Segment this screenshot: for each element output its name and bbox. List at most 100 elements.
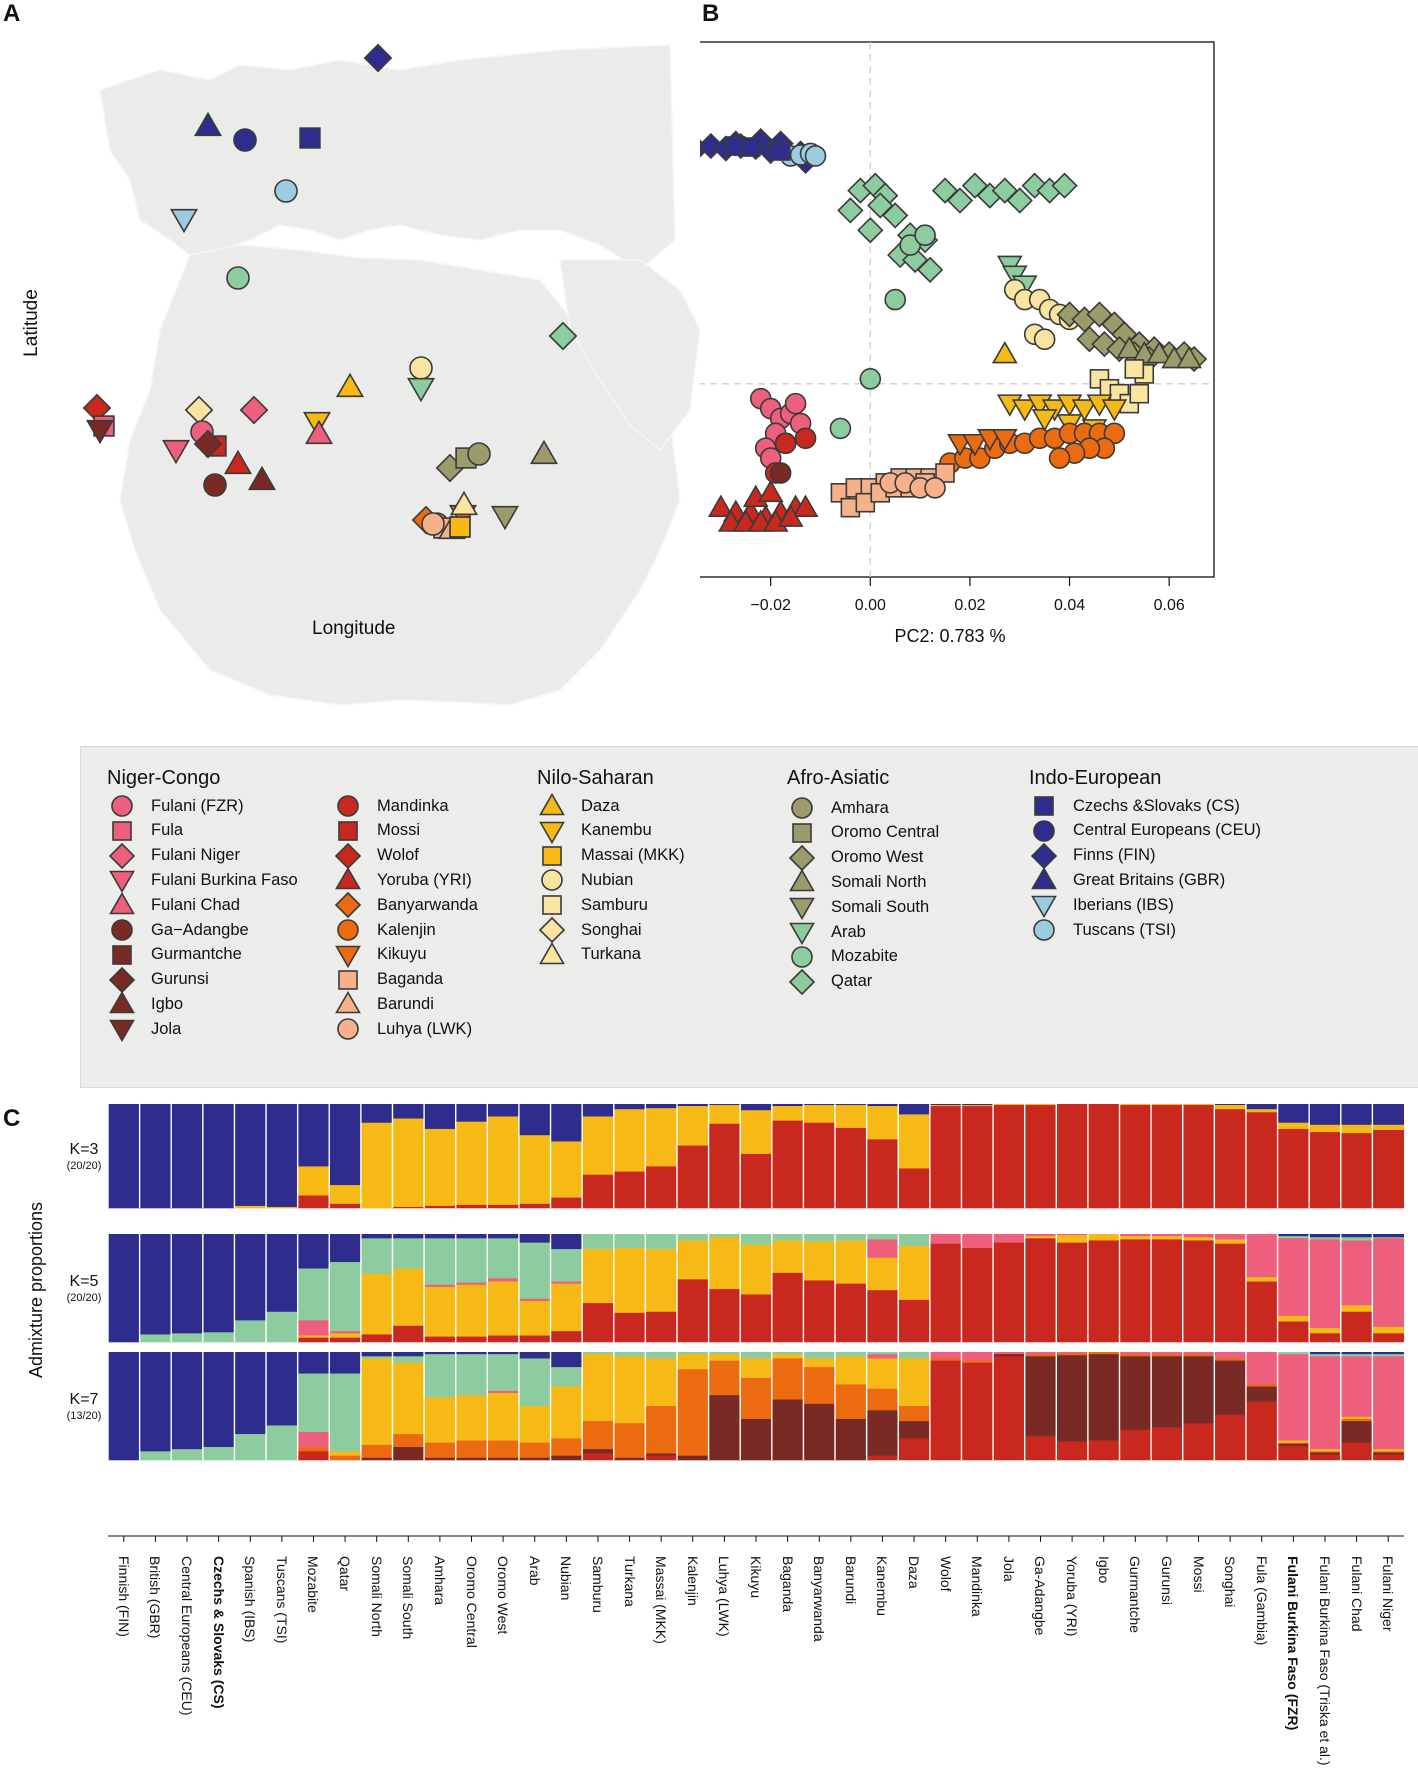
legend-symbol — [539, 792, 565, 816]
legend-label: Fula — [151, 821, 184, 840]
admixture-segment — [1309, 1449, 1341, 1452]
legend-symbol — [112, 820, 132, 841]
pca-point-75 — [1176, 345, 1202, 369]
legend-marker — [539, 792, 565, 816]
admixture-segment — [1340, 1352, 1373, 1355]
admixture-segment — [487, 1234, 519, 1239]
admixture-population-label: Tuscans (TSI) — [273, 1556, 290, 1644]
admixture-segment — [1340, 1421, 1373, 1444]
admixture-segment — [266, 1206, 298, 1209]
pca-chart: −0.020.000.020.040.06−0.020.000.020.040.… — [612, 41, 1215, 646]
admixture-segment — [866, 1352, 899, 1355]
admixture-segment — [1024, 1352, 1057, 1355]
legend-label: Amhara — [831, 798, 889, 817]
map-marker-24 — [203, 473, 227, 497]
admixture-segment — [392, 1447, 425, 1461]
admixture-segment — [1119, 1354, 1152, 1357]
admixture-segment — [708, 1352, 741, 1355]
admixture-segment — [487, 1238, 519, 1279]
admixture-segment — [1182, 1104, 1215, 1106]
panel-letter-c: C — [3, 1105, 21, 1132]
admixture-segment — [550, 1234, 583, 1250]
legend-item: Kalenjin — [333, 917, 436, 943]
legend-item: Arab — [787, 919, 866, 946]
arabia-landmass — [559, 259, 701, 452]
admixture-segment — [676, 1369, 709, 1456]
map-marker-5 — [169, 208, 199, 234]
admixture-segment — [708, 1234, 741, 1238]
legend-marker — [335, 945, 361, 968]
legend-label: Kikuyu — [377, 945, 427, 964]
admixture-segment — [550, 1197, 583, 1209]
admixture-segment — [1340, 1356, 1373, 1418]
pca-point-155 — [777, 504, 804, 527]
admixture-segment — [1119, 1239, 1152, 1343]
legend-label: Iberians (IBS) — [1073, 895, 1174, 914]
admixture-segment — [1151, 1354, 1183, 1357]
admixture-population-label: Oromo Central — [463, 1556, 480, 1648]
legend-label: Banyarwanda — [377, 895, 478, 914]
legend-symbol — [539, 821, 565, 844]
admixture-segment — [234, 1104, 267, 1207]
admixture-segment — [613, 1423, 646, 1459]
legend-symbol — [338, 820, 358, 841]
legend-marker — [109, 892, 135, 915]
admixture-segment — [835, 1352, 867, 1357]
admixture-segment — [961, 1352, 994, 1361]
admixture-segment — [392, 1234, 425, 1239]
admixture-segment — [360, 1334, 393, 1343]
pca-point-16 — [804, 145, 827, 167]
admixture-segment — [455, 1440, 488, 1459]
admixture-segment — [1372, 1104, 1404, 1126]
admixture-segment — [1372, 1326, 1404, 1334]
legend-label: Central Europeans (CEU) — [1073, 821, 1261, 840]
map-marker-19 — [193, 429, 223, 459]
legend-item: Ga−Adangbe — [107, 917, 249, 943]
admixture-segment — [1024, 1104, 1057, 1106]
admixture-segment — [898, 1168, 930, 1209]
pca-point-122 — [935, 463, 955, 483]
admixture-segment — [360, 1273, 393, 1335]
admixture-panel: Admixture proportions K=3 (20/20) K=5 (20/20… — [0, 1100, 1418, 1776]
admixture-segment — [993, 1352, 1025, 1355]
admixture-population-label: Central Europeans (CEU) — [179, 1556, 196, 1716]
legend-marker — [111, 919, 133, 941]
admixture-segment — [613, 1104, 646, 1110]
admixture-segment — [297, 1268, 330, 1321]
admixture-segment — [266, 1234, 298, 1313]
admixture-segment — [1214, 1243, 1246, 1343]
admixture-segment — [550, 1281, 583, 1284]
pca-point-159 — [774, 432, 797, 455]
admixture-segment — [108, 1234, 140, 1343]
legend-label: Mozabite — [831, 947, 898, 966]
admixture-segment — [518, 1457, 551, 1461]
admixture-segment — [1119, 1234, 1152, 1237]
admixture-segment — [297, 1431, 330, 1448]
admixture-segment — [392, 1206, 425, 1209]
admixture-segment — [487, 1281, 519, 1336]
legend-label: Baganda — [377, 970, 444, 989]
admixture-segment — [708, 1395, 741, 1461]
admixture-population-label: Fulani Niger — [1380, 1556, 1397, 1632]
admixture-segment — [424, 1205, 456, 1209]
admixture-segment — [487, 1440, 519, 1459]
admixture-segment — [1087, 1440, 1120, 1461]
admixture-segment — [171, 1352, 203, 1450]
legend-symbol — [1030, 842, 1058, 869]
admixture-segment — [613, 1352, 646, 1357]
admixture-segment — [139, 1352, 172, 1452]
admixture-segment — [1277, 1440, 1310, 1444]
admixture-segment — [582, 1104, 614, 1117]
admixture-segment — [961, 1362, 994, 1461]
admixture-segment — [740, 1153, 772, 1209]
admixture-segment — [645, 1453, 677, 1456]
admixture-segment — [139, 1104, 172, 1209]
admixture-population-label: Massai (MKK) — [653, 1556, 670, 1644]
admixture-segment — [392, 1104, 425, 1119]
admixture-segment — [708, 1360, 741, 1396]
map-marker-36 — [449, 516, 471, 538]
legend-marker — [337, 919, 359, 941]
admixture-segment — [1151, 1239, 1183, 1343]
legend-symbol — [541, 869, 563, 892]
admixture-segment — [550, 1283, 583, 1332]
